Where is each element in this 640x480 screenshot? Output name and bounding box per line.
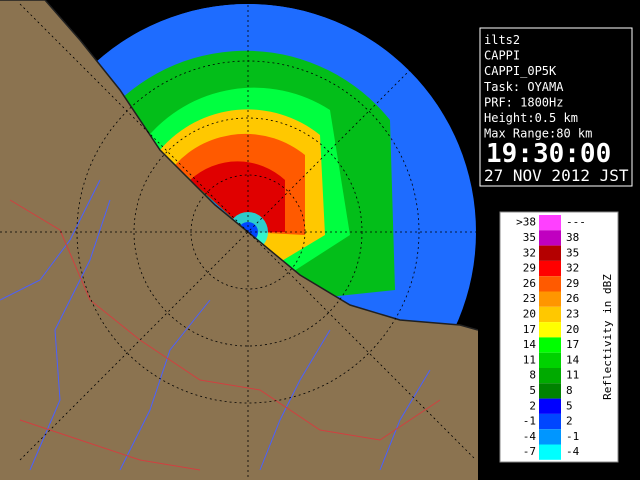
legend-high: 23 xyxy=(566,307,579,320)
legend-swatch xyxy=(539,260,561,277)
info-line: Max Range:80 km xyxy=(484,127,592,141)
legend-low: 5 xyxy=(529,384,536,397)
legend-low: 2 xyxy=(529,399,536,412)
legend-high: 32 xyxy=(566,262,579,275)
legend-low: 35 xyxy=(523,231,536,244)
legend-swatch xyxy=(539,322,561,338)
info-line: Task: OYAMA xyxy=(484,80,564,94)
legend-low: -7 xyxy=(523,445,536,458)
legend-low: 26 xyxy=(523,277,536,290)
legend-low: 29 xyxy=(523,262,536,275)
info-line: CAPPI_0P5K xyxy=(484,64,557,78)
legend-swatch xyxy=(539,352,561,368)
legend-swatch xyxy=(539,276,561,292)
legend-swatch xyxy=(539,429,561,445)
legend-swatch xyxy=(539,306,561,323)
legend-swatch xyxy=(539,368,561,384)
legend-high: 8 xyxy=(566,384,573,397)
legend-high: 14 xyxy=(566,353,580,366)
coastline xyxy=(0,0,478,331)
time: 19:30:00 xyxy=(486,139,611,169)
legend-low: 20 xyxy=(523,307,536,320)
range-rings xyxy=(0,0,478,480)
info-line: Height:0.5 km xyxy=(484,111,578,125)
rivers xyxy=(0,179,431,471)
legend-swatch xyxy=(539,337,561,353)
legend-low: >38 xyxy=(516,216,536,229)
legend-high: -1 xyxy=(566,430,579,443)
legend-swatch xyxy=(539,444,561,460)
legend-swatch xyxy=(539,245,561,261)
legend-high: 20 xyxy=(566,323,579,336)
legend-swatch xyxy=(539,413,561,430)
info-panel xyxy=(479,27,633,187)
info-line: CAPPI xyxy=(484,49,520,63)
echo-red xyxy=(190,161,285,232)
legend-swatch xyxy=(539,398,561,414)
legend-high: -4 xyxy=(566,445,580,458)
legend-low: -4 xyxy=(523,430,537,443)
legend-low: 14 xyxy=(523,338,537,351)
legend-high: 17 xyxy=(566,338,579,351)
legend-high: --- xyxy=(566,216,586,229)
legend-low: 17 xyxy=(523,323,536,336)
date: 27 NOV 2012 JST xyxy=(484,166,629,185)
legend-high: 38 xyxy=(566,231,579,244)
legend-swatch xyxy=(539,291,561,307)
info-line: ilts2 xyxy=(484,33,520,47)
legend-high: 26 xyxy=(566,292,579,305)
legend-swatch xyxy=(539,230,561,246)
legend-high: 5 xyxy=(566,399,573,412)
legend-low: 11 xyxy=(523,353,536,366)
legend-low: -1 xyxy=(523,415,536,428)
boundaries xyxy=(9,199,441,471)
legend-high: 11 xyxy=(566,369,579,382)
legend-swatch xyxy=(539,383,561,399)
legend-high: 35 xyxy=(566,246,579,259)
legend-high: 29 xyxy=(566,277,579,290)
info-line: PRF: 1800Hz xyxy=(484,95,563,109)
legend-low: 23 xyxy=(523,292,536,305)
radar-map xyxy=(0,0,478,480)
legend-high: 2 xyxy=(566,415,573,428)
legend-title: Reflectivity in dBZ xyxy=(601,274,614,400)
legend-low: 32 xyxy=(523,246,536,259)
legend-low: 8 xyxy=(529,369,536,382)
legend-swatch xyxy=(539,215,561,231)
